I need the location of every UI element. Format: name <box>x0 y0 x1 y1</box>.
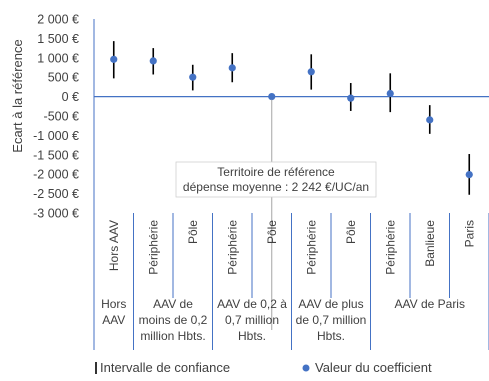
group-label: AAV de moins de 0,2 million Hbts. <box>139 297 208 343</box>
annotation-line-2: dépense moyenne : 2 242 €/UC/an <box>183 180 369 194</box>
y-tick-label: -2 000 € <box>33 168 79 182</box>
y-axis-ticks: 2 000 € 1 500 € 1 000 € 500 € 0 € -500 € -1 00… <box>33 13 79 221</box>
y-tick-label: 0 € <box>62 90 79 104</box>
coefficient-point <box>268 93 276 101</box>
reference-annotation: Territoire de référence dépense moyenne … <box>175 161 377 198</box>
y-tick-label: -1 000 € <box>33 129 79 143</box>
coefficient-point <box>465 170 473 179</box>
y-tick-label: -500 € <box>44 110 79 124</box>
coefficient-points <box>110 55 473 179</box>
category-label: Pôle <box>265 220 279 244</box>
coefficient-point <box>110 55 118 63</box>
category-label: Périphérie <box>225 220 239 275</box>
category-label: Périphérie <box>304 220 318 275</box>
group-label: Hors AAV <box>101 297 126 327</box>
category-label: Périphérie <box>383 220 397 275</box>
category-separators <box>93 19 489 350</box>
coefficient-point <box>347 94 355 102</box>
category-label: Périphérie <box>146 220 160 275</box>
legend-confidence-interval-label: Intervalle de confiance <box>100 360 230 375</box>
category-label: Hors AAV <box>107 220 121 271</box>
coefficient-point <box>189 73 197 81</box>
category-label: Pôle <box>344 220 358 244</box>
coefficient-point <box>228 64 236 72</box>
annotation-box <box>175 161 377 198</box>
coefficient-point <box>386 89 394 98</box>
group-label: AAV de plus de 0,7 million Hbts. <box>296 297 367 343</box>
category-labels: Hors AAV Périphérie Pôle Périphérie Pôle Péri… <box>107 220 477 275</box>
y-tick-label: -1 500 € <box>33 148 79 162</box>
category-label: Pôle <box>186 220 200 244</box>
annotation-line-1: Territoire de référence <box>217 165 335 179</box>
coefficient-point <box>149 57 157 65</box>
coefficient-point <box>307 68 315 76</box>
legend-coefficient-label: Valeur du coefficient <box>315 360 432 375</box>
y-tick-label: 2 000 € <box>37 13 79 27</box>
group-label: AAV de Paris <box>395 297 465 311</box>
category-label: Banlieue <box>423 220 437 267</box>
y-tick-label: 1 000 € <box>37 51 79 65</box>
category-label: Paris <box>462 220 476 247</box>
y-tick-label: -2 500 € <box>33 187 79 201</box>
legend-coefficient-swatch <box>302 364 310 372</box>
y-axis-label: Ecart à la référence <box>10 39 25 152</box>
group-label: AAV de 0,2 à 0,7 million Hbts. <box>217 297 287 343</box>
coefficient-point <box>426 116 434 124</box>
y-tick-label: 500 € <box>48 71 79 85</box>
y-tick-label: 1 500 € <box>37 32 79 46</box>
legend: Intervalle de confiance Valeur du coeffi… <box>95 360 432 375</box>
y-tick-label: -3 000 € <box>33 207 79 221</box>
